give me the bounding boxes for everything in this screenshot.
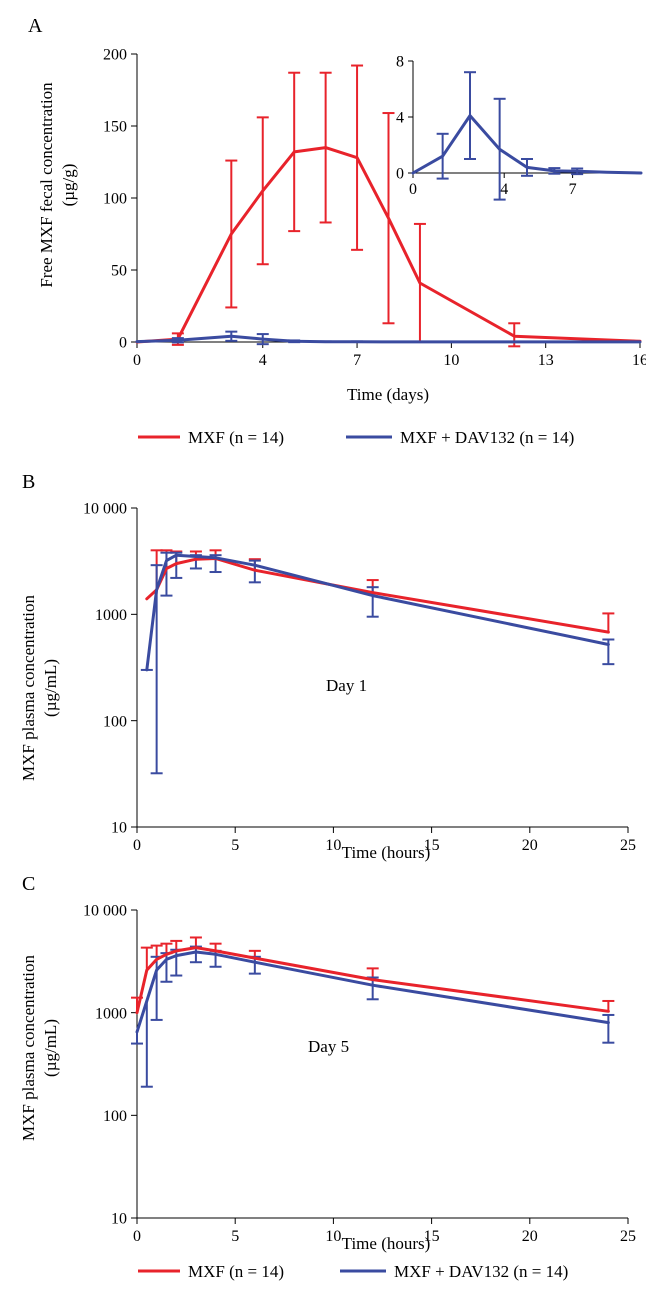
panel-a-inset-x-tick-label: 0 [409, 181, 417, 198]
panel-b-ylabel-line1: MXF plasma concentration [19, 594, 38, 781]
panel-a-y-axis-title: Free MXF fecal concentration (µg/g) [37, 82, 78, 288]
panel-c-x-tick-label: 15 [424, 1228, 440, 1245]
panel-c-mxf-line [135, 946, 610, 1015]
panel-label-a: A [28, 15, 43, 37]
panel-a-inset-x-tick-label: 4 [500, 181, 508, 198]
panel-a-inset-x-tick-label: 7 [569, 181, 577, 198]
panel-b-dav-line [145, 553, 610, 672]
panel-a-y-tick-label: 200 [103, 47, 127, 64]
panel-c-ylabel-line2: (µg/mL) [41, 1019, 60, 1077]
panel-c-y-tick-label: 10 [111, 1211, 127, 1228]
panel-b-y-tick-label: 10 [111, 820, 127, 837]
panel-a-x-tick-label: 13 [538, 352, 554, 369]
panel-b-series [140, 549, 615, 775]
legend-c: MXF (n = 14) MXF + DAV132 (n = 14) [138, 1262, 568, 1281]
panel-a-axes: 0 4 7 10 13 16 0 50 100 150 200 [103, 47, 646, 369]
panel-c-ylabel-line1: MXF plasma concentration [19, 954, 38, 1141]
panel-c-annotation: Day 5 [308, 1037, 349, 1056]
panel-b-y-tick-label: 10 000 [83, 501, 127, 518]
panel-a-inset-series [411, 71, 643, 201]
panel-c-axes: 0 5 10 15 20 25 10 100 1000 10 000 [83, 903, 636, 1245]
panel-c-y-axis-title: MXF plasma concentration (µg/mL) [19, 954, 60, 1141]
panel-c-y-tick-label: 1000 [95, 1005, 127, 1022]
panel-a-x-tick-label: 0 [133, 352, 141, 369]
panel-a-y-tick-label: 0 [119, 335, 127, 352]
panel-b-x-tick-label: 5 [231, 837, 239, 854]
panel-a-inset-axes: 0 4 7 0 4 8 [396, 53, 641, 198]
panel-a-xlabel: Time (days) [347, 385, 429, 404]
panel-c-x-tick-label: 10 [325, 1228, 341, 1245]
legend-c-mxf-label: MXF (n = 14) [188, 1262, 284, 1281]
panel-c-x-tick-label: 5 [231, 1228, 239, 1245]
panel-b-xlabel: Time (hours) [342, 843, 431, 862]
panel-b-annotation: Day 1 [326, 676, 367, 695]
panel-a-inset-y-tick-label: 0 [396, 165, 404, 182]
panel-a-x-tick-label: 4 [259, 352, 267, 369]
legend-a: MXF (n = 14) MXF + DAV132 (n = 14) [138, 428, 574, 447]
panel-a-x-tick-label: 16 [632, 352, 646, 369]
panel-a-y-tick-label: 150 [103, 119, 127, 136]
panel-c-x-tick-label: 0 [133, 1228, 141, 1245]
panel-a-ylabel-line1: Free MXF fecal concentration [37, 82, 56, 288]
panel-a-dav-line [135, 334, 642, 344]
panel-a-y-tick-label: 100 [103, 191, 127, 208]
panel-c-x-tick-label: 20 [522, 1228, 538, 1245]
panel-a-x-tick-label: 10 [443, 352, 459, 369]
panel-a-ylabel-line2: (µg/g) [59, 164, 78, 207]
panel-b-y-tick-label: 100 [103, 713, 127, 730]
panel-c-y-tick-label: 10 000 [83, 903, 127, 920]
panel-b-x-tick-label: 15 [424, 837, 440, 854]
panel-label-c: C [22, 873, 35, 895]
panel-a-y-tick-label: 50 [111, 263, 127, 280]
panel-label-b: B [22, 471, 35, 493]
panel-b-x-tick-label: 25 [620, 837, 636, 854]
panel-c-dav-line [135, 950, 610, 1034]
panel-c-y-tick-label: 100 [103, 1108, 127, 1125]
panel-c-xlabel: Time (hours) [342, 1234, 431, 1253]
panel-b-x-tick-label: 10 [325, 837, 341, 854]
legend-a-mxf-label: MXF (n = 14) [188, 428, 284, 447]
panel-a-inset-dav-line [411, 114, 643, 175]
panel-b-y-axis-title: MXF plasma concentration (µg/mL) [19, 594, 60, 781]
panel-b-y-tick-label: 1000 [95, 607, 127, 624]
panel-a-inset-y-tick-label: 4 [396, 109, 404, 126]
panel-c-series [131, 936, 615, 1088]
panel-b-x-tick-label: 0 [133, 837, 141, 854]
panel-b-x-tick-label: 20 [522, 837, 538, 854]
panel-c-x-tick-label: 25 [620, 1228, 636, 1245]
panel-a-inset-y-tick-label: 8 [396, 53, 404, 70]
panel-b-axes: 0 5 10 15 20 25 10 100 1000 10 000 [83, 501, 636, 854]
legend-c-dav-label: MXF + DAV132 (n = 14) [394, 1262, 568, 1281]
panel-b-ylabel-line2: (µg/mL) [41, 659, 60, 717]
panel-a-series [135, 64, 642, 348]
legend-a-dav-label: MXF + DAV132 (n = 14) [400, 428, 574, 447]
panel-a-x-tick-label: 7 [353, 352, 361, 369]
panel-a-mxf-line [135, 146, 642, 344]
